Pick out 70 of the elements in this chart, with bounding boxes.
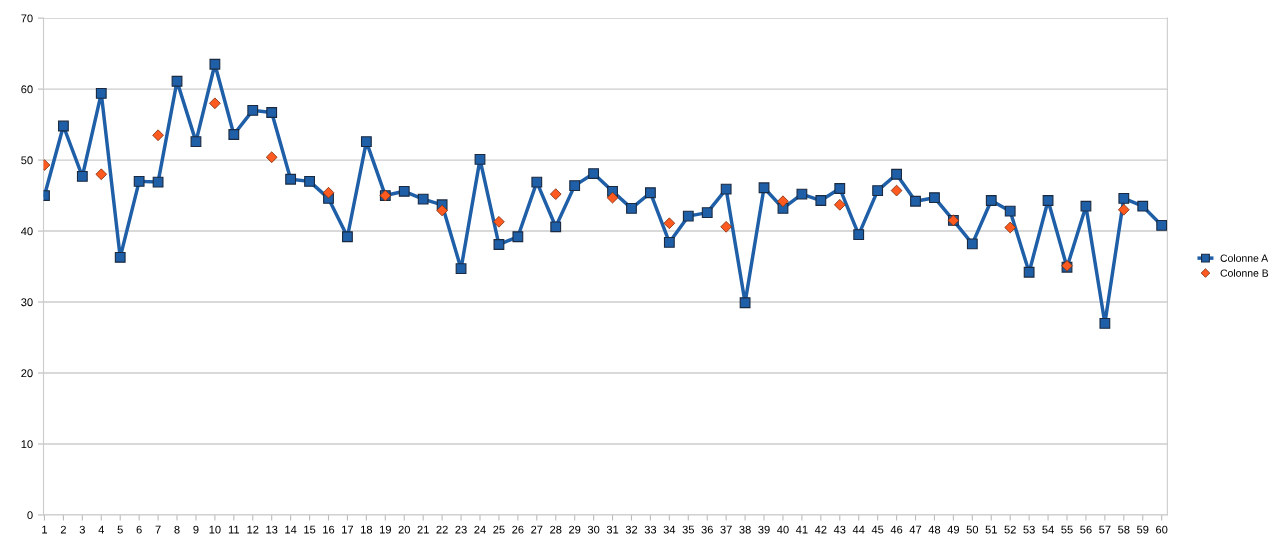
x-tick-label: 45 bbox=[871, 525, 884, 534]
x-tick-label: 56 bbox=[1080, 525, 1092, 534]
y-tick-label: 0 bbox=[27, 511, 33, 520]
x-tick-label: 59 bbox=[1137, 525, 1149, 534]
legend-label: Colonne B bbox=[1220, 269, 1269, 277]
y-tick-label: 40 bbox=[21, 227, 33, 236]
y-tick-label: 60 bbox=[21, 85, 33, 94]
x-tick-label: 39 bbox=[758, 525, 770, 534]
x-tick-label: 9 bbox=[193, 525, 199, 534]
x-tick-label: 54 bbox=[1042, 525, 1054, 534]
legend-label: Colonne A bbox=[1220, 254, 1269, 262]
x-tick-label: 28 bbox=[550, 525, 562, 534]
x-tick-label: 38 bbox=[739, 525, 751, 534]
x-tick-label: 55 bbox=[1061, 525, 1073, 534]
x-tick-label: 12 bbox=[247, 525, 259, 534]
x-tick-label: 2 bbox=[60, 525, 66, 534]
x-tick-label: 8 bbox=[174, 525, 180, 534]
x-tick-label: 43 bbox=[833, 525, 846, 534]
x-tick-label: 14 bbox=[285, 525, 297, 534]
y-tick-label: 10 bbox=[21, 440, 33, 449]
x-tick-label: 20 bbox=[398, 525, 410, 534]
x-tick-label: 50 bbox=[966, 525, 979, 534]
x-tick-label: 13 bbox=[266, 525, 278, 534]
x-tick-label: 60 bbox=[1156, 525, 1168, 534]
x-tick-label: 41 bbox=[795, 525, 808, 534]
x-tick-label: 33 bbox=[644, 525, 657, 534]
x-tick-label: 1 bbox=[42, 525, 48, 534]
y-tick-label: 70 bbox=[21, 14, 33, 23]
x-tick-label: 40 bbox=[777, 525, 789, 534]
x-tick-label: 10 bbox=[209, 525, 221, 534]
x-tick-label: 16 bbox=[323, 525, 335, 534]
x-tick-label: 21 bbox=[417, 525, 429, 534]
y-tick-label: 30 bbox=[21, 298, 33, 307]
x-tick-label: 18 bbox=[361, 525, 373, 534]
x-tick-label: 11 bbox=[228, 525, 240, 534]
x-tick-label: 6 bbox=[136, 525, 142, 534]
x-tick-label: 19 bbox=[379, 525, 391, 534]
x-tick-label: 17 bbox=[342, 525, 354, 534]
x-tick-label: 35 bbox=[682, 525, 694, 534]
x-tick-label: 15 bbox=[304, 525, 316, 534]
x-tick-label: 24 bbox=[474, 525, 486, 534]
y-tick-label: 20 bbox=[21, 369, 33, 378]
x-tick-label: 22 bbox=[436, 525, 448, 534]
x-tick-label: 25 bbox=[493, 525, 505, 534]
x-tick-label: 42 bbox=[814, 525, 827, 534]
x-tick-label: 46 bbox=[890, 525, 903, 534]
x-tick-label: 44 bbox=[852, 525, 865, 534]
x-tick-label: 37 bbox=[720, 525, 732, 534]
x-tick-label: 32 bbox=[625, 525, 638, 534]
x-tick-label: 30 bbox=[587, 525, 600, 534]
x-tick-label: 23 bbox=[455, 525, 467, 534]
x-tick-label: 49 bbox=[947, 525, 960, 534]
x-tick-label: 51 bbox=[985, 525, 997, 534]
x-tick-label: 48 bbox=[928, 525, 941, 534]
x-tick-label: 5 bbox=[117, 525, 123, 534]
x-tick-label: 36 bbox=[701, 525, 713, 534]
x-tick-label: 58 bbox=[1118, 525, 1130, 534]
x-tick-label: 53 bbox=[1023, 525, 1035, 534]
x-tick-label: 57 bbox=[1099, 525, 1111, 534]
x-tick-label: 7 bbox=[155, 525, 161, 534]
x-tick-label: 31 bbox=[606, 525, 619, 534]
x-tick-label: 4 bbox=[98, 525, 105, 534]
x-tick-label: 3 bbox=[79, 525, 85, 534]
y-tick-label: 50 bbox=[21, 156, 33, 165]
x-tick-label: 47 bbox=[909, 525, 922, 534]
x-tick-label: 27 bbox=[531, 525, 543, 534]
x-tick-label: 26 bbox=[512, 525, 524, 534]
x-tick-label: 29 bbox=[569, 525, 581, 534]
x-tick-label: 34 bbox=[663, 525, 676, 534]
x-tick-label: 52 bbox=[1004, 525, 1016, 534]
